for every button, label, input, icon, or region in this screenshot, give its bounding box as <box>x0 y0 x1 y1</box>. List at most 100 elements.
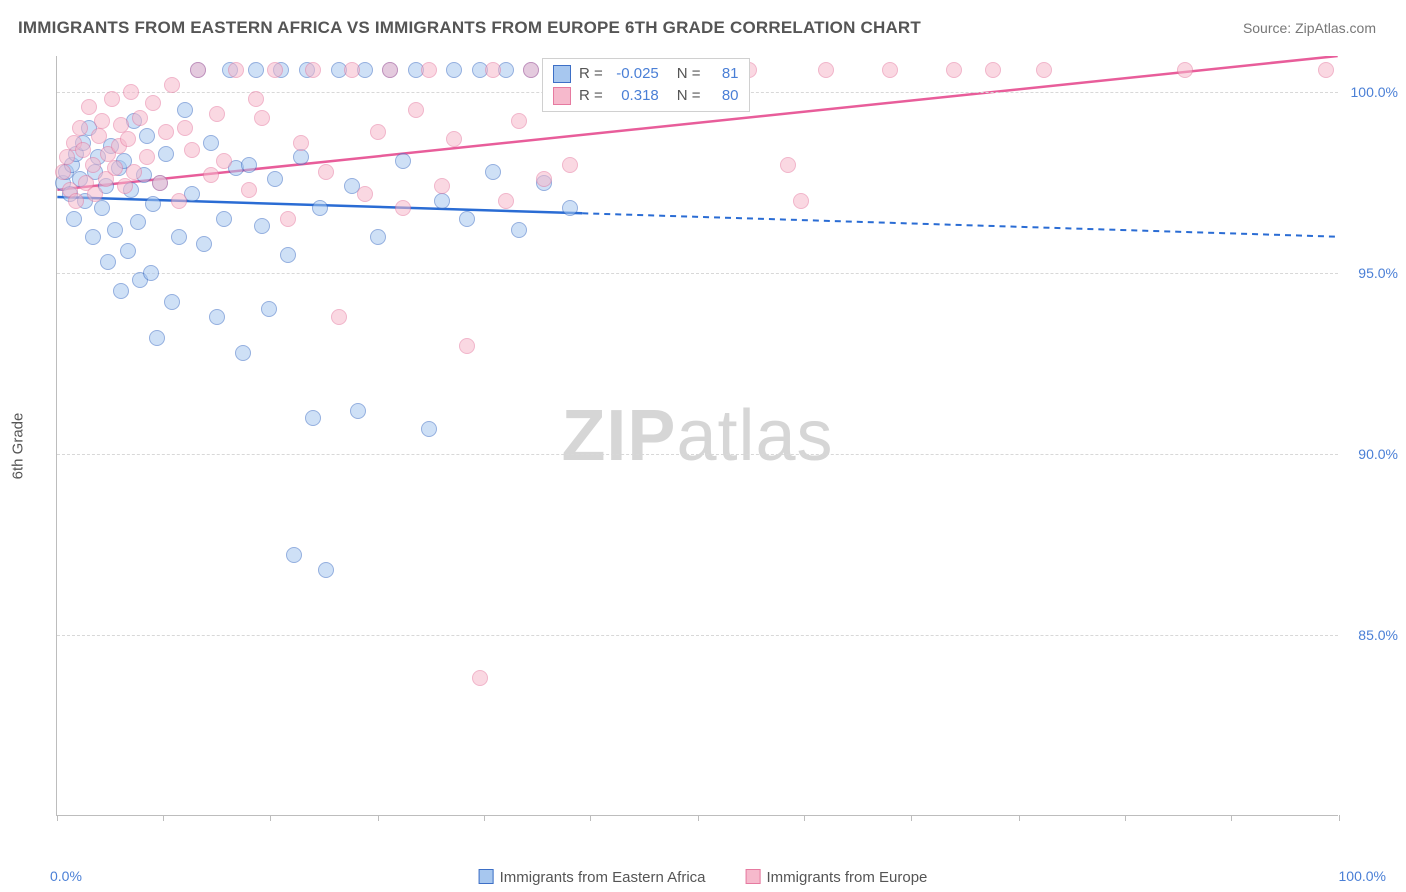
gridline <box>57 273 1338 274</box>
legend-bottom: Immigrants from Eastern Africa Immigrants… <box>479 869 928 886</box>
stats-n-label: N = <box>677 63 701 85</box>
data-point <box>235 345 251 361</box>
data-point <box>312 200 328 216</box>
source-label: Source: ZipAtlas.com <box>1243 20 1376 36</box>
data-point <box>158 146 174 162</box>
legend-swatch <box>479 869 494 884</box>
data-point <box>1036 62 1052 78</box>
data-point <box>446 62 462 78</box>
data-point <box>793 193 809 209</box>
data-point <box>177 102 193 118</box>
data-point <box>145 196 161 212</box>
watermark-light: atlas <box>676 396 833 476</box>
data-point <box>1318 62 1334 78</box>
data-point <box>130 214 146 230</box>
data-point <box>357 186 373 202</box>
data-point <box>241 157 257 173</box>
data-point <box>107 160 123 176</box>
watermark-bold: ZIP <box>561 396 676 476</box>
x-tick <box>1125 815 1126 821</box>
data-point <box>68 193 84 209</box>
stats-n-value: 80 <box>709 85 739 107</box>
plot-area: ZIPatlas 85.0%90.0%95.0%100.0% <box>56 56 1338 816</box>
x-tick <box>484 815 485 821</box>
y-axis-title: 6th Grade <box>10 413 27 480</box>
x-tick <box>698 815 699 821</box>
data-point <box>280 247 296 263</box>
data-point <box>293 135 309 151</box>
data-point <box>472 670 488 686</box>
x-axis-max-label: 100.0% <box>1339 868 1386 884</box>
data-point <box>882 62 898 78</box>
x-tick <box>270 815 271 821</box>
chart-title: IMMIGRANTS FROM EASTERN AFRICA VS IMMIGR… <box>18 18 921 38</box>
data-point <box>395 153 411 169</box>
data-point <box>241 182 257 198</box>
stats-r-value: 0.318 <box>611 85 659 107</box>
data-point <box>536 171 552 187</box>
data-point <box>780 157 796 173</box>
x-tick <box>1339 815 1340 821</box>
data-point <box>305 410 321 426</box>
stats-r-label: R = <box>579 63 603 85</box>
data-point <box>66 211 82 227</box>
data-point <box>562 157 578 173</box>
data-point <box>164 77 180 93</box>
data-point <box>254 110 270 126</box>
x-tick <box>57 815 58 821</box>
data-point <box>293 149 309 165</box>
x-tick <box>911 815 912 821</box>
data-point <box>117 178 133 194</box>
x-tick <box>1019 815 1020 821</box>
data-point <box>87 186 103 202</box>
stats-box: R =-0.025N =81R =0.318N =80 <box>542 58 750 112</box>
data-point <box>216 153 232 169</box>
data-point <box>85 229 101 245</box>
data-point <box>59 149 75 165</box>
data-point <box>152 175 168 191</box>
data-point <box>55 164 71 180</box>
stats-row: R =0.318N =80 <box>553 85 739 107</box>
data-point <box>267 171 283 187</box>
data-point <box>143 265 159 281</box>
data-point <box>126 164 142 180</box>
stats-r-label: R = <box>579 85 603 107</box>
data-point <box>318 562 334 578</box>
x-tick <box>378 815 379 821</box>
data-point <box>196 236 212 252</box>
legend-label: Immigrants from Europe <box>767 869 928 886</box>
data-point <box>145 95 161 111</box>
y-tick-label: 100.0% <box>1343 84 1398 100</box>
data-point <box>81 99 97 115</box>
data-point <box>139 128 155 144</box>
data-point <box>485 164 501 180</box>
data-point <box>120 243 136 259</box>
data-point <box>498 193 514 209</box>
data-point <box>421 421 437 437</box>
data-point <box>511 222 527 238</box>
data-point <box>408 102 424 118</box>
data-point <box>395 200 411 216</box>
legend-item: Immigrants from Eastern Africa <box>479 869 706 886</box>
data-point <box>434 178 450 194</box>
legend-item: Immigrants from Europe <box>746 869 928 886</box>
gridline <box>57 635 1338 636</box>
data-point <box>75 142 91 158</box>
data-point <box>286 547 302 563</box>
x-tick <box>163 815 164 821</box>
data-point <box>985 62 1001 78</box>
data-point <box>190 62 206 78</box>
data-point <box>228 62 244 78</box>
data-point <box>171 229 187 245</box>
watermark: ZIPatlas <box>561 395 833 477</box>
data-point <box>184 142 200 158</box>
data-point <box>305 62 321 78</box>
data-point <box>344 62 360 78</box>
data-point <box>132 110 148 126</box>
data-point <box>280 211 296 227</box>
data-point <box>209 106 225 122</box>
stats-swatch <box>553 65 571 83</box>
data-point <box>446 131 462 147</box>
data-point <box>139 149 155 165</box>
data-point <box>370 124 386 140</box>
